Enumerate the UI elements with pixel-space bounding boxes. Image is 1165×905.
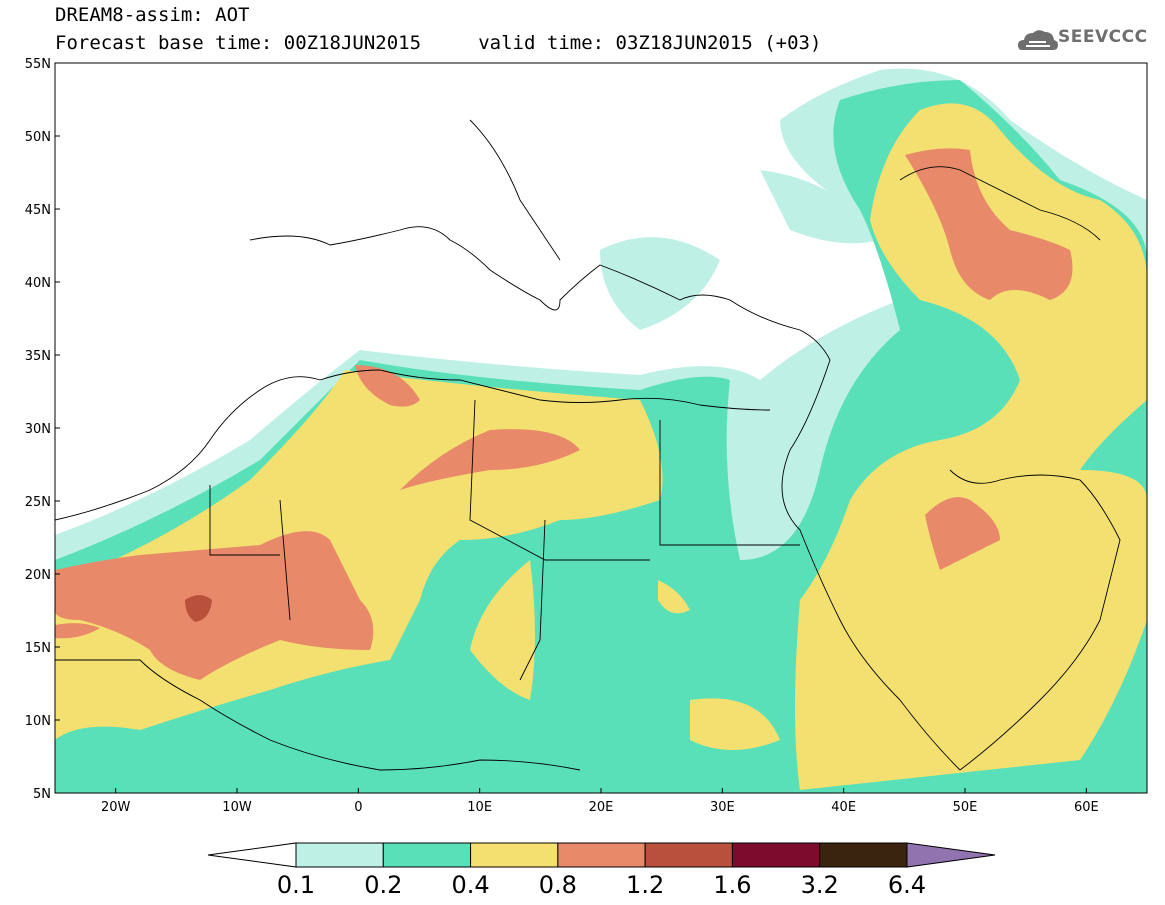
lon-label: 20W bbox=[101, 800, 131, 815]
lat-label: 45N bbox=[25, 203, 51, 218]
lat-label: 20N bbox=[25, 568, 51, 583]
lat-label: 30N bbox=[25, 422, 51, 437]
lon-label: 20E bbox=[589, 800, 614, 815]
colorbar-label: 0.4 bbox=[451, 871, 489, 899]
colorbar-segment bbox=[470, 842, 559, 868]
lon-label: 50E bbox=[953, 800, 978, 815]
colorbar-label: 0.2 bbox=[364, 871, 402, 899]
colorbar-label: 0.1 bbox=[277, 871, 315, 899]
lon-label: 60E bbox=[1074, 800, 1099, 815]
colorbar-segment bbox=[557, 842, 646, 868]
lat-label: 15N bbox=[25, 641, 51, 656]
colorbar-min-arrow bbox=[207, 842, 297, 868]
lat-label: 40N bbox=[25, 276, 51, 291]
lon-label: 10E bbox=[467, 800, 492, 815]
colorbar-segment bbox=[644, 842, 733, 868]
colorbar-label: 6.4 bbox=[888, 871, 926, 899]
lon-label: 10W bbox=[222, 800, 252, 815]
lat-label: 55N bbox=[25, 57, 51, 72]
colorbar-segment bbox=[295, 842, 384, 868]
lat-label: 5N bbox=[33, 787, 51, 802]
colorbar-label: 1.2 bbox=[626, 871, 664, 899]
lat-label: 50N bbox=[25, 130, 51, 145]
logo-text: SEEVCCC bbox=[1058, 27, 1148, 47]
colorbar-max-arrow bbox=[906, 842, 996, 868]
colorbar-segment bbox=[382, 842, 472, 868]
colorbar-label: 3.2 bbox=[801, 871, 839, 899]
aot-band-1.2 bbox=[185, 595, 212, 622]
colorbar-segment bbox=[819, 842, 908, 868]
colorbar-label: 0.8 bbox=[539, 871, 577, 899]
colorbar-label: 1.6 bbox=[713, 871, 751, 899]
chart-title: DREAM8-assim: AOT bbox=[55, 4, 250, 26]
aot-band-0.8 bbox=[55, 531, 374, 680]
lon-label: 40E bbox=[831, 800, 856, 815]
colorbar-segment bbox=[731, 842, 821, 868]
lat-label: 10N bbox=[25, 714, 51, 729]
lon-label: 30E bbox=[710, 800, 735, 815]
cloud-icon bbox=[1018, 30, 1058, 50]
aot-map: 55N 50N 45N 40N 35N 30N 25N 20N 15N 10N 5N 20W 10W 0… bbox=[25, 57, 1148, 815]
forecast-time-line: Forecast base time: 00Z18JUN2015 valid t… bbox=[55, 32, 822, 54]
lat-label: 25N bbox=[25, 495, 51, 510]
lat-label: 35N bbox=[25, 349, 51, 364]
lon-label: 0 bbox=[354, 800, 362, 815]
